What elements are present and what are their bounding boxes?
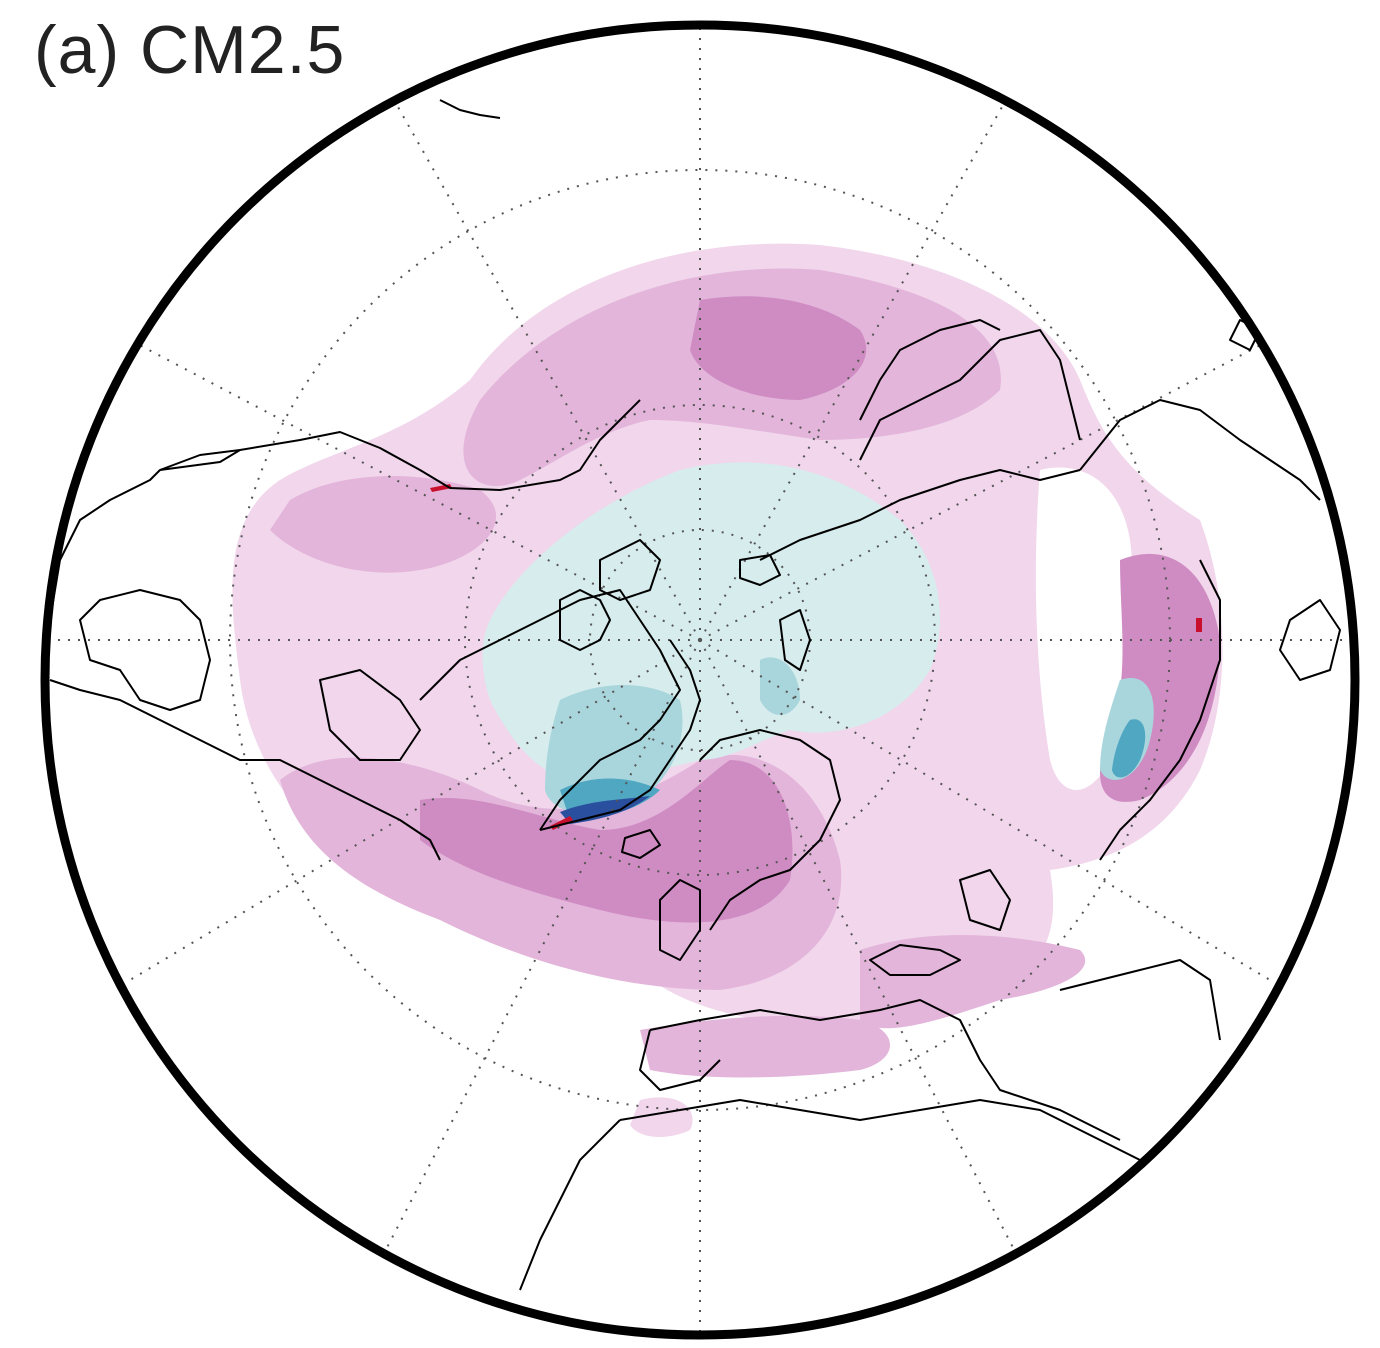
meridian-9 <box>699 639 1041 1301</box>
coastlines <box>49 99 1341 1291</box>
meridian-8 <box>359 639 701 1301</box>
anomaly-field-north-africa <box>630 1097 693 1137</box>
coastline-iceland <box>621 829 661 859</box>
panel-label: (a) CM2.5 <box>34 12 346 88</box>
anomaly-field-greenland-dark <box>560 796 650 824</box>
coastline-kamchatka <box>79 589 211 711</box>
coastline-north-america <box>49 679 441 861</box>
coastline-chukotka <box>859 319 1001 421</box>
coastline-alaska-west <box>49 449 241 621</box>
anomaly-field-light-west <box>270 476 497 573</box>
coastline-alaska <box>159 399 641 491</box>
coastline-british-isles <box>659 879 701 961</box>
anomaly-field-eurasia <box>860 935 1086 1029</box>
hotspot-asia <box>1196 618 1202 632</box>
coastline-hudson-bay <box>319 669 421 761</box>
coastline-arctic-islands <box>559 589 611 651</box>
coastline-novaya-zemlya <box>779 609 811 671</box>
coastline-korea <box>1279 599 1341 681</box>
anomaly-field-asia-blue <box>1112 719 1146 778</box>
coastline-svalbard <box>739 554 781 586</box>
coastline-taymyr <box>859 329 1081 461</box>
coastline-scandinavia <box>699 729 841 931</box>
coastline-ellesmere <box>599 539 661 601</box>
coastline-far-east <box>1079 399 1321 501</box>
coastline-africa-west <box>519 1119 621 1291</box>
latitude-circle-middle <box>464 404 936 876</box>
coastline-north-africa <box>619 1099 1141 1161</box>
coastline-siberia <box>759 469 1081 561</box>
coastline-iberia <box>639 1029 721 1091</box>
coastline-europe <box>649 999 1121 1141</box>
coastline-aleutians <box>439 99 501 119</box>
map-frame <box>40 20 1360 1340</box>
coastline-east-asia <box>1099 559 1221 861</box>
anomaly-field-blank-asia <box>1035 467 1134 790</box>
graticule <box>45 25 1355 1335</box>
anomaly-field-pacific-dark <box>690 296 867 400</box>
anomaly-field-barents-cyan <box>760 657 800 715</box>
coastline-greenland <box>539 639 701 831</box>
coastline-caspian <box>959 869 1011 931</box>
anomaly-field-mediterranean <box>640 1015 890 1078</box>
coastline-black-sea <box>869 944 961 976</box>
meridian-4 <box>129 639 701 981</box>
coastline-canada-arctic <box>419 589 681 831</box>
meridian-5 <box>699 639 1271 981</box>
coastline-india <box>1059 959 1221 1041</box>
